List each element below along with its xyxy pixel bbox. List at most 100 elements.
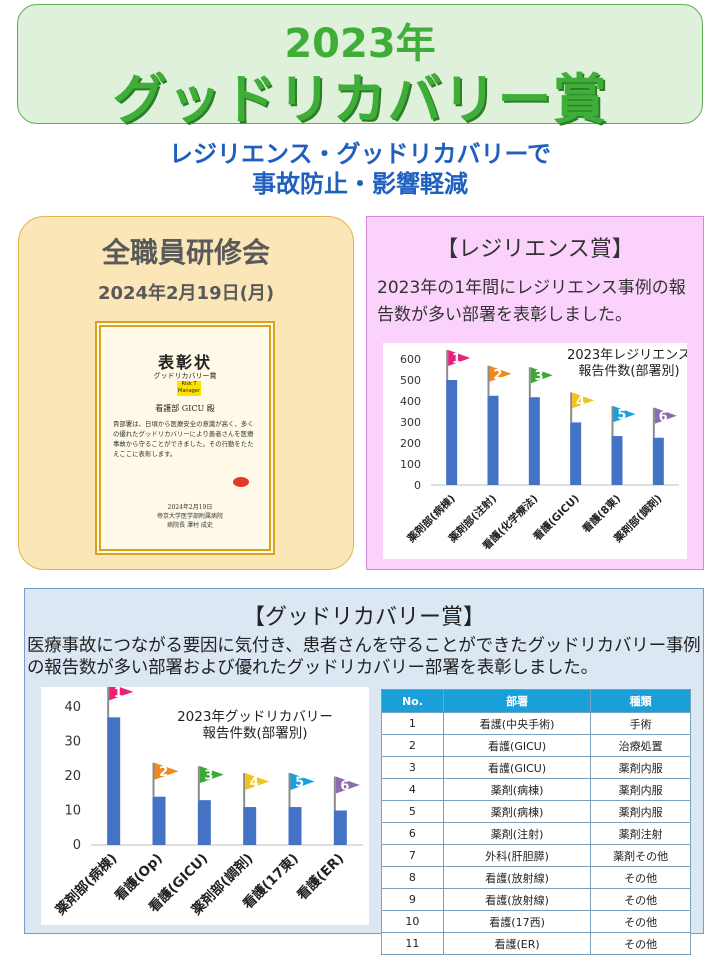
rank-flag-label: 2 [493,368,502,383]
table-cell-no: 4 [381,778,444,801]
rank-flag-icon [335,776,360,794]
table-row: 10 看護(17西) その他 [381,910,691,933]
chart-title: 2023年グッドリカバリー報告件数(部署別) [177,709,333,742]
y-tick-label: 100 [400,458,421,471]
certificate-recipient: 看護部 GICU 殿 [155,404,215,413]
bar [333,810,347,845]
good-recovery-chart: 0 10 20 30 40 2023年グッドリカバリー報告件数(部署別) 1 薬剤部(病棟) 2… [52,683,363,918]
table-cell-dept: 看護(中央手術) [442,712,592,735]
y-tick-label: 300 [400,416,421,429]
y-tick-label: 200 [400,437,421,450]
rank-flag-label: 1 [114,687,123,701]
rank-flag-icon [290,773,315,791]
x-category-label: 看護(8東) [580,492,623,535]
table-cell-no: 7 [381,844,444,867]
x-category-label: 薬剤部(病棟) [52,850,120,918]
table-cell-dept: 看護(GICU) [442,756,592,779]
table-cell-no: 8 [381,866,444,889]
certificate-award-name: グッドリカバリー賞 [153,372,217,380]
rank-flag-label: 6 [340,779,349,794]
y-tick-label: 20 [64,769,81,784]
rank-flag-icon [245,773,270,791]
table-row: 7 外科(肝胆膵) 薬剤その他 [381,844,691,867]
table-cell-type: 薬剤内服 [590,800,691,823]
rank-flag-icon [489,365,512,382]
table-cell-dept: 看護(放射線) [442,888,592,911]
rank-flag-label: 1 [452,352,461,367]
y-tick-label: 40 [64,700,81,715]
resilience-chart-container: 0 100 200 300 400 500 600 2023年レジリエンス報告件数(部署別) 1… [383,343,691,559]
table-cell-dept: 薬剤(病棟) [442,800,592,823]
bar [570,422,582,485]
bar [107,717,121,845]
bar [652,437,664,485]
good-recovery-heading: 【グッドリカバリー賞】 [242,605,485,630]
risk-manager-sticker: Risk T Manager [177,381,201,396]
table-cell-type: その他 [590,910,691,933]
certificate-signer: 病院長 澤村 成史 [167,522,213,529]
rank-flag-label: 4 [576,394,585,409]
y-tick-label: 500 [400,374,421,387]
certificate-body: 貴部署は、日頃から医療安全の意識が高く、多くの優れたグッドリカバリーにより患者さ… [113,420,254,458]
chart-title: 2023年レジリエンス報告件数(部署別) [567,348,687,379]
table-cell-dept: 看護(放射線) [442,866,592,889]
table-row: 6 薬剤(注射) 薬剤注射 [381,822,691,845]
dragon-stamp-icon [233,477,249,487]
certificate-date: 2024年2月19日 [167,504,213,511]
table-row: 9 看護(放射線) その他 [381,888,691,911]
table-row: 8 看護(放射線) その他 [381,866,691,889]
table-row: 2 看護(GICU) 治療処置 [381,734,691,757]
table-cell-type: その他 [590,866,691,889]
table-cell-no: 2 [381,734,444,757]
table-row: 5 薬剤(病棟) 薬剤内服 [381,800,691,823]
table-cell-no: 9 [381,888,444,911]
rank-flag-label: 5 [617,408,626,423]
table-row: 4 薬剤(病棟) 薬剤内服 [381,778,691,801]
seminar-date: 2024年2月19日(月) [97,283,275,304]
table-cell-no: 10 [381,910,444,933]
rank-flag-icon [109,683,134,701]
table-cell-dept: 薬剤(病棟) [442,778,592,801]
y-tick-label: 600 [400,353,421,366]
bar [446,380,458,485]
table-header-no: No. [381,689,444,713]
bar [528,397,540,485]
table-cell-type: 薬剤その他 [590,844,691,867]
resilience-award-panel: 【レジリエンス賞】 2023年の1年間にレジリエンス事例の報告数が多い部署を表彰… [366,216,704,570]
rank-flag-label: 3 [204,769,213,784]
y-tick-label: 30 [64,735,81,750]
table-cell-type: 治療処置 [590,734,691,757]
resilience-description: 2023年の1年間にレジリエンス事例の報告数が多い部署を表彰しました。 [377,278,686,325]
table-cell-type: その他 [590,932,691,955]
good-recovery-chart-container: 0 10 20 30 40 2023年グッドリカバリー報告件数(部署別) 1 薬剤部(病棟) 2… [41,683,369,925]
table-cell-dept: 看護(17西) [442,910,592,933]
table-cell-type: 薬剤内服 [590,778,691,801]
table-row: 11 看護(ER) その他 [381,932,691,955]
y-tick-label: 0 [414,479,421,492]
rank-flag-icon [448,350,471,366]
table-cell-dept: 看護(GICU) [442,734,592,757]
x-category-label: 看護(ER) [293,850,347,904]
table-cell-dept: 看護(ER) [442,932,592,955]
bar [288,807,302,845]
bar [197,800,211,845]
bar [152,796,166,845]
page-title: グッドリカバリー賞 [112,68,608,131]
rank-flag-label: 5 [295,776,304,791]
table-cell-type: その他 [590,888,691,911]
table-row: 3 看護(GICU) 薬剤内服 [381,756,691,779]
rank-flag-label: 6 [659,410,668,425]
rank-flag-label: 3 [535,369,544,384]
table-cell-no: 11 [381,932,444,955]
subtitle-line-1: レジリエンス・グッドリカバリーで [168,140,552,168]
rank-flag-icon [530,367,553,384]
table-cell-type: 手術 [590,712,691,735]
bar [487,395,499,485]
table-cell-no: 3 [381,756,444,779]
certificate-footer: 2024年2月19日 帝京大学医学部附属病院 病院長 澤村 成史 [115,503,265,530]
good-recovery-award-panel: 【グッドリカバリー賞】 医療事故につながる要因に気付き、患者さんを守ることができ… [24,588,704,955]
subtitle-line-2: 事故防止・影響軽減 [252,170,468,198]
certificate-heading: 表彰状 [157,353,212,372]
table-cell-type: 薬剤内服 [590,756,691,779]
table-header-row: No. 部署 種類 [381,689,691,713]
